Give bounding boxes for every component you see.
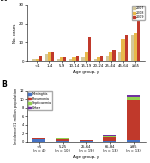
Bar xyxy=(127,140,140,142)
Legend: Meningitis, Pneumonia, Septicaemia, Other: Meningitis, Pneumonia, Septicaemia, Othe… xyxy=(28,91,52,110)
Legend: 2007, 2008, 2009: 2007, 2008, 2009 xyxy=(132,6,145,20)
Bar xyxy=(80,140,93,141)
Bar xyxy=(125,35,128,61)
Bar xyxy=(85,52,88,61)
Bar xyxy=(36,59,39,61)
Bar xyxy=(81,57,85,61)
Bar xyxy=(39,56,42,61)
Bar xyxy=(103,135,116,136)
Bar xyxy=(122,39,125,61)
Bar xyxy=(63,57,66,61)
Bar xyxy=(134,33,137,61)
Bar xyxy=(94,59,97,61)
Bar xyxy=(103,141,116,142)
Text: A: A xyxy=(1,0,7,3)
X-axis label: Age group, y: Age group, y xyxy=(73,70,99,74)
Y-axis label: Incidence(/1 million population: Incidence(/1 million population xyxy=(14,88,18,144)
Bar xyxy=(51,52,54,61)
Bar xyxy=(88,37,91,61)
Bar xyxy=(45,54,48,61)
Bar xyxy=(100,56,103,61)
Bar xyxy=(32,138,45,139)
Bar xyxy=(80,141,93,142)
X-axis label: Age group, y: Age group, y xyxy=(73,155,99,159)
Bar xyxy=(72,57,76,61)
Bar xyxy=(76,56,79,61)
Bar xyxy=(103,136,116,137)
Bar xyxy=(56,139,69,141)
Bar xyxy=(127,100,140,140)
Bar xyxy=(60,57,63,61)
Bar xyxy=(109,52,112,61)
Text: B: B xyxy=(1,80,7,89)
Bar xyxy=(56,141,69,142)
Bar xyxy=(127,95,140,97)
Bar xyxy=(97,57,100,61)
Bar xyxy=(48,52,51,61)
Y-axis label: No. cases: No. cases xyxy=(13,23,17,43)
Bar xyxy=(32,59,36,61)
Bar xyxy=(118,52,122,61)
Bar xyxy=(106,56,109,61)
Bar xyxy=(69,59,72,61)
Bar xyxy=(137,14,140,61)
Bar xyxy=(130,35,134,61)
Bar xyxy=(112,50,116,61)
Bar xyxy=(57,59,60,61)
Bar xyxy=(32,139,45,142)
Bar xyxy=(127,97,140,100)
Bar xyxy=(56,138,69,139)
Bar xyxy=(103,137,116,141)
